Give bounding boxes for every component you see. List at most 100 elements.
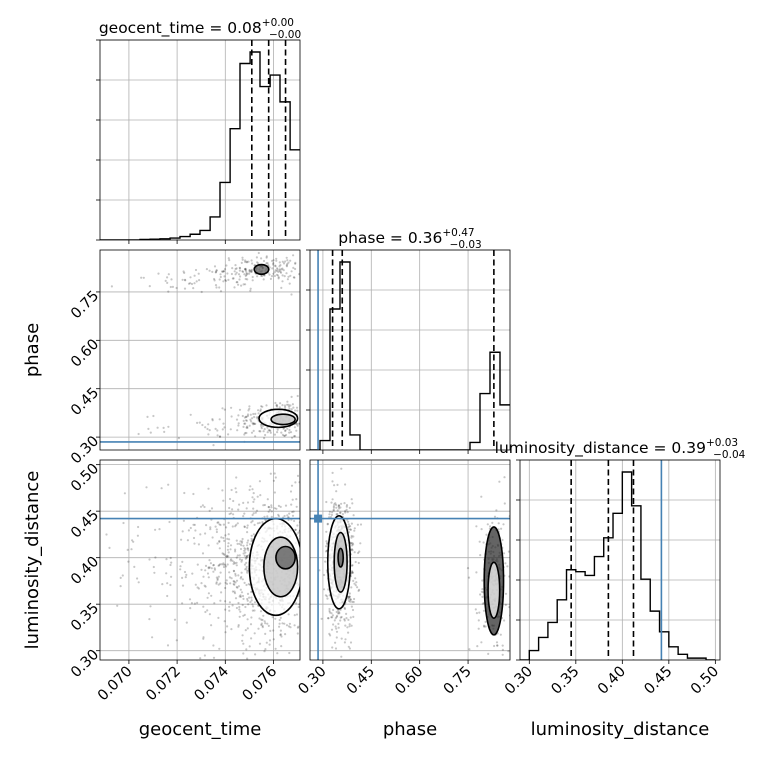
sample-point	[269, 277, 272, 280]
sample-point	[291, 436, 294, 439]
sample-point	[352, 615, 355, 619]
sample-point	[274, 265, 277, 268]
sample-point	[275, 273, 278, 276]
frame-phaseluminositydistance	[309, 459, 511, 661]
sample-point	[168, 520, 171, 524]
sample-point	[279, 402, 282, 405]
sample-point	[261, 624, 264, 628]
sample-point	[223, 275, 226, 278]
sample-point	[304, 421, 306, 423]
sample-point	[198, 279, 201, 282]
sample-point	[233, 583, 236, 586]
sample-point	[320, 539, 322, 541]
sample-point	[333, 503, 336, 506]
sample-point	[190, 282, 194, 286]
sample-point	[242, 515, 245, 518]
sample-point	[345, 612, 348, 616]
sample-point	[218, 540, 221, 544]
sample-point	[211, 270, 214, 273]
sample-point	[242, 270, 245, 273]
sample-point	[332, 508, 335, 511]
sample-point	[274, 617, 277, 620]
sample-point	[278, 406, 281, 409]
sample-point	[219, 571, 222, 574]
sample-point	[350, 624, 353, 627]
sample-point	[269, 431, 272, 434]
sample-point	[239, 588, 242, 591]
sample-point	[234, 273, 237, 276]
sample-point	[335, 513, 338, 516]
sample-point	[283, 275, 286, 278]
sample-point	[229, 544, 233, 547]
sample-point	[237, 414, 240, 417]
sample-point	[304, 589, 306, 591]
sample-point	[304, 580, 306, 582]
histogram-luminosity_distance	[520, 471, 716, 660]
sample-point	[247, 554, 250, 557]
sample-point	[251, 279, 254, 282]
sample-point	[237, 625, 240, 628]
sample-point	[349, 598, 352, 601]
sample-point	[241, 537, 244, 541]
sample-point	[323, 573, 326, 577]
tick-label-x-luminosity_distance-3: 0.45	[642, 664, 676, 698]
sample-point	[250, 521, 253, 524]
sample-point	[122, 521, 125, 525]
sample-point	[196, 601, 199, 605]
sample-point	[348, 595, 351, 598]
sample-point	[239, 594, 242, 597]
sample-point	[264, 632, 267, 636]
sample-point	[244, 422, 247, 425]
sample-point	[215, 582, 218, 585]
sample-point	[242, 642, 245, 645]
sample-point	[224, 278, 227, 282]
sample-point	[213, 277, 216, 281]
sample-point	[503, 476, 506, 479]
sample-point	[508, 606, 510, 609]
sample-point	[127, 560, 130, 563]
sample-point	[245, 273, 248, 276]
sample-point	[301, 422, 303, 424]
sample-point	[179, 568, 182, 571]
sample-point	[306, 578, 308, 580]
sample-point	[332, 608, 335, 612]
sample-point	[241, 258, 244, 261]
sample-point	[259, 409, 262, 413]
sample-point	[185, 573, 188, 577]
sample-point	[293, 276, 296, 279]
sample-point	[350, 564, 353, 567]
sample-point	[291, 403, 294, 406]
sample-point	[208, 559, 211, 562]
sample-point	[224, 581, 227, 584]
sample-point	[279, 629, 282, 632]
sample-point	[248, 269, 251, 272]
sample-point	[165, 572, 168, 575]
sample-point	[332, 505, 335, 508]
sample-point	[294, 528, 297, 531]
sample-point	[237, 585, 240, 588]
sample-point	[262, 614, 265, 617]
sample-point	[295, 498, 298, 501]
sample-point	[246, 547, 249, 550]
sample-point	[340, 615, 343, 619]
sample-point	[214, 427, 217, 430]
sample-point	[217, 564, 220, 567]
sample-point	[219, 290, 223, 293]
sample-point	[249, 287, 252, 290]
title-sub-geocent_time: −0.00	[269, 29, 301, 41]
sample-point	[303, 429, 305, 431]
sample-point	[175, 286, 178, 290]
sample-point	[474, 608, 477, 611]
sample-point	[336, 614, 339, 618]
sample-point	[249, 418, 252, 421]
sample-point	[350, 571, 354, 574]
sample-point	[325, 540, 328, 543]
sample-point	[207, 433, 210, 436]
sample-point	[467, 576, 471, 579]
sample-point	[497, 528, 500, 531]
sample-point	[236, 542, 239, 546]
sample-point	[253, 632, 256, 635]
sample-point	[210, 594, 213, 597]
sample-point	[340, 467, 343, 470]
sample-point	[201, 423, 204, 427]
